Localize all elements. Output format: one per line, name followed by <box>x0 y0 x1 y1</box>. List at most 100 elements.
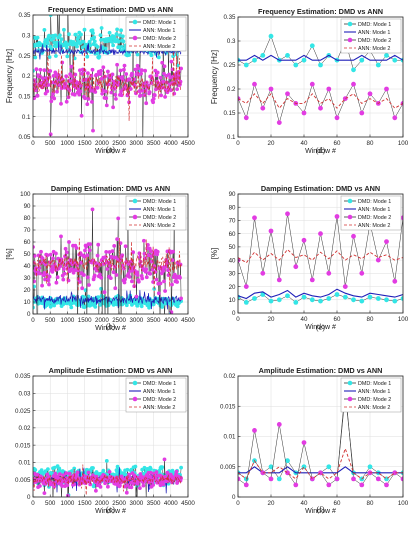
x-tick-label: 1500 <box>78 500 92 507</box>
data-point <box>130 71 134 76</box>
data-point <box>47 33 51 38</box>
data-point <box>65 54 70 59</box>
data-point <box>118 33 122 38</box>
y-tick-label: 90 <box>229 191 236 198</box>
series-ann-mode-2 <box>238 447 403 480</box>
figure-caption: (e) <box>316 323 325 332</box>
data-point <box>77 92 82 97</box>
data-point <box>59 234 63 239</box>
y-tick-label: 30 <box>229 271 236 278</box>
x-axis-label: Window # <box>95 325 126 332</box>
data-point <box>309 297 315 303</box>
data-point <box>285 211 290 217</box>
data-point <box>392 57 398 63</box>
data-point <box>84 244 89 249</box>
y-tick-label: 0.015 <box>15 442 31 449</box>
chart-title: Frequency Estimation: DMD vs ANN <box>48 5 173 14</box>
data-point <box>136 279 141 284</box>
x-tick-label: 2500 <box>112 140 126 147</box>
data-point <box>384 53 389 58</box>
x-tick-label: 3500 <box>147 317 161 324</box>
chart-d: 0 20 40 60 80 100 0.1 0.15 0.2 0.25 0.3 0.35 Frequen… <box>210 7 409 155</box>
data-point <box>318 298 323 304</box>
y-tick-label: 50 <box>229 244 236 251</box>
data-point <box>143 68 148 73</box>
data-point <box>91 466 95 470</box>
data-point <box>137 89 142 94</box>
data-point <box>92 273 97 278</box>
data-point <box>118 483 122 488</box>
data-point <box>175 87 180 91</box>
x-tick-label: 40 <box>301 316 308 323</box>
data-point <box>148 467 153 471</box>
data-point <box>135 273 140 277</box>
data-point <box>58 33 62 38</box>
legend-entry: DMD: Mode 2 <box>358 215 391 221</box>
data-point <box>162 279 166 284</box>
chart-title: Amplitude Estimation: DMD vs ANN <box>49 366 173 375</box>
data-point <box>60 484 65 488</box>
data-point <box>260 270 266 276</box>
data-point <box>139 68 144 73</box>
x-tick-label: 100 <box>398 316 409 323</box>
legend-box <box>125 195 187 231</box>
data-point <box>99 275 103 280</box>
data-point <box>92 39 97 44</box>
data-point <box>88 482 93 487</box>
data-point <box>375 62 381 68</box>
chart-f: 0 20 40 60 80 100 0 0.005 0.01 0.015 0.02 Amplitude… <box>220 366 409 515</box>
x-tick-label: 40 <box>301 140 308 147</box>
data-point <box>334 292 340 297</box>
x-tick-label: 2000 <box>95 140 109 147</box>
data-point <box>141 483 146 488</box>
x-tick-label: 60 <box>334 316 341 323</box>
data-point <box>276 120 282 125</box>
data-point <box>75 470 80 475</box>
y-tick-label: 0.15 <box>223 110 236 117</box>
x-tick-label: 4000 <box>164 317 178 324</box>
data-point <box>138 93 143 98</box>
series-line <box>33 41 182 60</box>
data-point <box>318 105 323 111</box>
data-point <box>53 33 58 38</box>
data-point <box>168 88 173 93</box>
data-point <box>151 100 156 105</box>
data-point <box>149 254 154 259</box>
y-tick-label: 0.25 <box>18 53 31 60</box>
data-point <box>87 248 92 253</box>
legend-marker <box>132 35 138 41</box>
data-point <box>111 43 115 48</box>
x-tick-label: 4500 <box>181 140 195 147</box>
data-point <box>163 95 168 99</box>
data-point <box>76 87 81 91</box>
legend-marker <box>347 37 353 43</box>
data-point <box>48 69 53 73</box>
data-point <box>104 250 109 254</box>
data-point <box>142 238 146 243</box>
data-point <box>83 96 87 101</box>
data-point <box>129 485 134 490</box>
data-point <box>158 483 163 488</box>
legend: DMD: Mode 1 ANN: Mode 1 DMD: Mode 2 ANN: Mo… <box>125 16 187 52</box>
data-point <box>47 55 52 59</box>
data-point <box>76 35 81 39</box>
data-point <box>151 96 156 101</box>
data-point <box>285 91 290 97</box>
data-point <box>150 479 155 484</box>
data-point <box>63 81 68 86</box>
data-point <box>146 243 150 247</box>
data-point <box>309 81 315 87</box>
x-tick-label: 80 <box>367 140 374 147</box>
data-point <box>97 54 102 59</box>
legend-entry: ANN: Mode 2 <box>358 223 390 229</box>
data-point <box>174 469 179 474</box>
data-point <box>384 482 389 488</box>
series-line <box>238 447 403 480</box>
x-tick-label: 2500 <box>112 317 126 324</box>
x-tick-label: 500 <box>45 140 56 147</box>
data-point <box>81 39 86 44</box>
x-tick-label: 0 <box>31 317 35 324</box>
y-tick-label: 60 <box>229 231 236 238</box>
data-point <box>52 465 57 470</box>
legend-entry: ANN: Mode 2 <box>358 405 390 411</box>
